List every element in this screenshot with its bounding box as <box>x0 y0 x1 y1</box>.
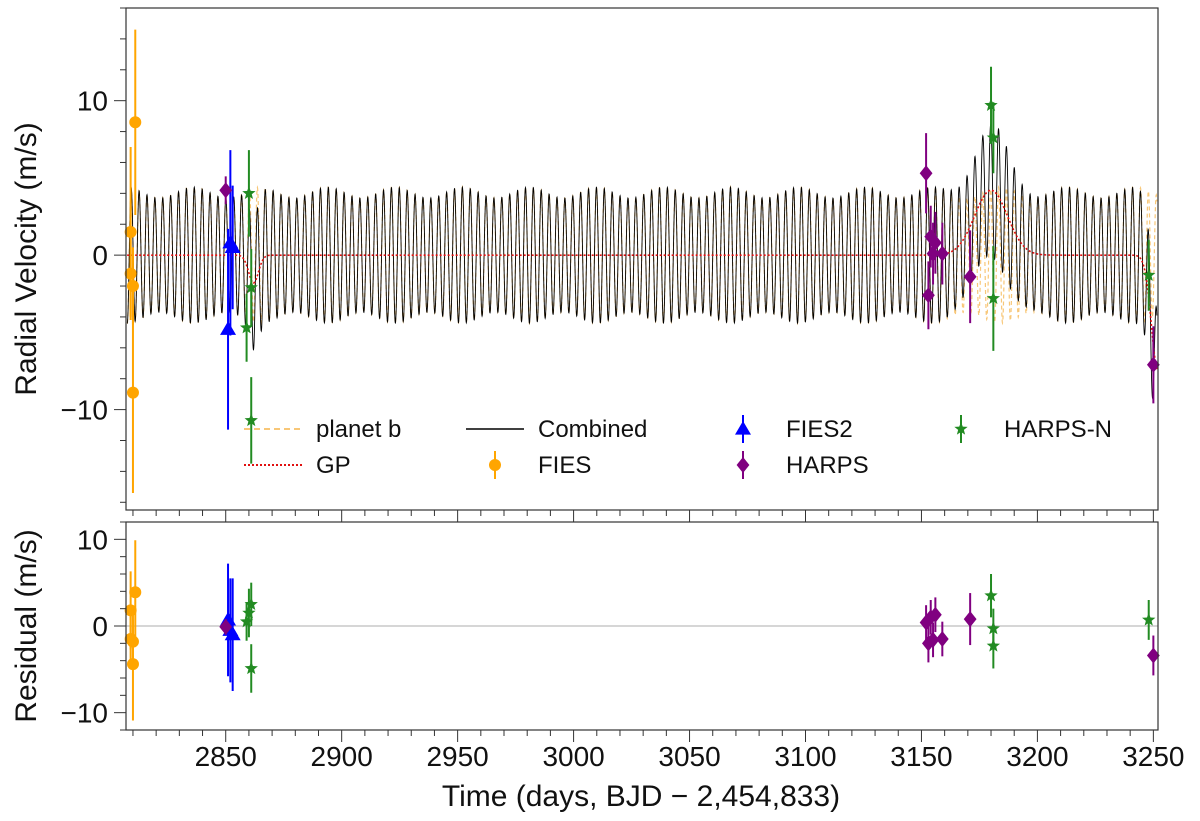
harps-n-residual-point <box>242 606 256 619</box>
legend-fies-swatch <box>489 459 501 471</box>
fies-residual-point <box>126 635 139 648</box>
harps-residual-point <box>1146 647 1160 664</box>
x-tick-label: 3000 <box>542 741 604 772</box>
y-tick-label: 0 <box>92 240 108 271</box>
harps-residual-point <box>926 631 940 648</box>
residual-ticks: 10 0 −10 2850 2900 2950 3000 3050 3100 3150 3200 32… <box>61 521 1185 772</box>
x-tick-label: 2950 <box>426 741 488 772</box>
harps-point <box>219 182 233 199</box>
rv-panel: 10 0 −10 Radial Velocity (m/s) planet b Com… <box>10 7 1160 522</box>
legend-harps-swatch <box>736 457 750 473</box>
y-tick-label: 0 <box>92 611 108 642</box>
fies-residual-point <box>129 586 142 599</box>
harps-n-point <box>986 291 1000 305</box>
legend-harps-n-label: HARPS-N <box>1004 416 1112 443</box>
harps-point <box>922 287 935 304</box>
x-tick-label: 2850 <box>195 741 257 772</box>
rv-axes-frame <box>125 7 1159 511</box>
fies-point <box>126 280 139 293</box>
x-tick-label: 3050 <box>658 741 720 772</box>
y-tick-label: −10 <box>61 395 109 426</box>
harps-n-residual-point <box>984 588 998 602</box>
harps-residual-point <box>963 611 977 628</box>
legend-combined-label: Combined <box>538 416 647 443</box>
legend-harps-label: HARPS <box>786 452 869 479</box>
rv-y-axis-title: Radial Velocity (m/s) <box>10 122 43 395</box>
x-tick-label: 3150 <box>890 741 952 772</box>
combined-curve <box>126 123 1158 400</box>
fies-point <box>129 116 142 129</box>
harps-residual-point <box>935 631 949 647</box>
harps-point <box>919 165 933 182</box>
harps-point <box>963 268 977 285</box>
legend-harps-n-swatch <box>954 422 968 435</box>
legend-fies-label: FIES <box>538 452 591 479</box>
gp-curve <box>127 189 1158 370</box>
rv-data-points <box>124 29 1160 494</box>
legend-planet-b-label: planet b <box>316 416 401 443</box>
harps-n-point <box>986 130 1000 144</box>
x-tick-label: 2900 <box>311 741 373 772</box>
residual-panel: 10 0 −10 2850 2900 2950 3000 3050 3100 3150 3200 32… <box>10 521 1185 772</box>
x-axis-title: Time (days, BJD − 2,454,833) <box>442 780 840 813</box>
y-tick-label: −10 <box>61 698 109 729</box>
harps-residual-point <box>928 606 942 623</box>
harps-n-point <box>244 413 258 427</box>
fies2-point <box>220 321 237 335</box>
harps-point <box>928 234 942 251</box>
y-tick-label: 10 <box>77 524 108 555</box>
y-tick-label: 10 <box>77 86 108 117</box>
legend-fies2-label: FIES2 <box>786 416 853 443</box>
harps-n-residual-point <box>239 614 254 628</box>
legend: planet b Combined FIES2 HARPS-N GP FIES HARPS <box>244 415 1112 479</box>
fies2-point <box>224 239 241 254</box>
harps-n-residual-point <box>986 638 1000 652</box>
rv-ticks: 10 0 −10 <box>61 7 1154 522</box>
x-tick-label: 3200 <box>1006 741 1068 772</box>
harps-n-point <box>239 320 254 334</box>
rv-model-curves <box>126 123 1158 400</box>
harps-n-residual-point <box>244 597 258 610</box>
harps-point <box>935 245 949 262</box>
residual-data-points <box>124 540 1160 721</box>
legend-gp-label: GP <box>316 452 351 479</box>
harps-n-point <box>242 186 256 200</box>
fies-residual-point <box>126 658 139 671</box>
harps-n-point <box>244 280 258 294</box>
harps-point <box>1146 356 1160 373</box>
harps-residual-point <box>219 618 233 635</box>
harps-n-point <box>1142 268 1156 281</box>
x-tick-label: 3100 <box>774 741 836 772</box>
x-tick-label: 3250 <box>1122 741 1184 772</box>
residual-y-axis-title: Residual (m/s) <box>10 529 43 722</box>
harps-n-residual-point <box>1142 612 1156 626</box>
legend-fies2-swatch <box>735 421 751 435</box>
fies2-residual-point <box>224 626 241 641</box>
fies-point <box>126 386 139 399</box>
harps-n-residual-point <box>244 661 258 675</box>
harps-n-point <box>984 98 998 111</box>
